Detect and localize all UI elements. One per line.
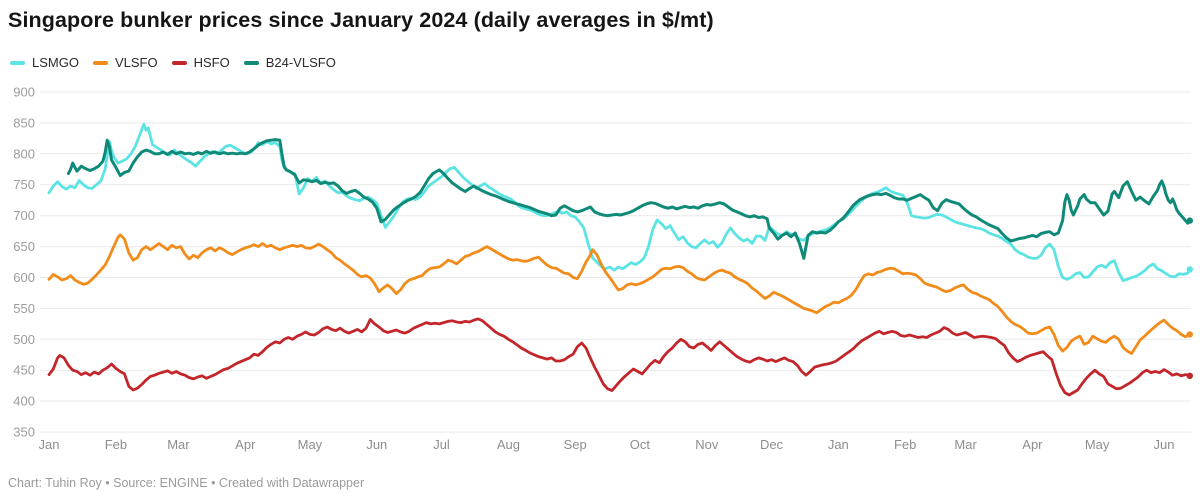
series-line-LSMGO [47, 122, 1192, 283]
x-tick-label: Mar [167, 437, 190, 452]
legend-item-lsmgo: LSMGO [10, 55, 79, 70]
x-tick-label: Feb [894, 437, 916, 452]
y-tick-label: 900 [13, 85, 35, 100]
x-tick-label: Oct [630, 437, 651, 452]
x-tick-label: Dec [760, 437, 784, 452]
y-tick-label: 750 [13, 177, 35, 192]
x-tick-label: Sep [564, 437, 587, 452]
legend-item-b24-vlsfo: B24-VLSFO [243, 55, 336, 70]
y-tick-label: 600 [13, 270, 35, 285]
series-endpoint-VLSFO [1186, 331, 1194, 338]
x-tick-label: Apr [1022, 437, 1043, 452]
legend-label-vlsfo: VLSFO [114, 55, 158, 70]
x-tick-label: Jul [433, 437, 450, 452]
vlsfo-color-swatch-icon [92, 60, 108, 65]
y-tick-label: 500 [13, 332, 35, 347]
b24-vlsfo-color-swatch-icon [243, 60, 259, 65]
y-tick-label: 650 [13, 239, 35, 254]
series-endpoint-HSFO [1186, 372, 1194, 379]
legend-item-vlsfo: VLSFO [92, 55, 158, 70]
x-tick-label: Feb [105, 437, 127, 452]
y-tick-label: 550 [13, 301, 35, 316]
attribution: Chart: Tuhin Roy • Source: ENGINE • Crea… [8, 476, 365, 490]
x-tick-label: Jun [1154, 437, 1175, 452]
legend-label-hsfo: HSFO [193, 55, 230, 70]
y-tick-label: 700 [13, 208, 35, 223]
series-endpoint-LSMGO [1186, 266, 1194, 273]
y-tick-label: 450 [13, 363, 35, 378]
series-line-VLSFO [47, 233, 1192, 355]
y-tick-label: 400 [13, 394, 35, 409]
chart-title: Singapore bunker prices since January 20… [8, 8, 714, 32]
legend: LSMGO VLSFO HSFO B24-VLSFO [10, 55, 350, 70]
legend-label-b24-vlsfo: B24-VLSFO [265, 55, 336, 70]
x-tick-label: Apr [235, 437, 256, 452]
y-tick-label: 800 [13, 146, 35, 161]
y-tick-label: 850 [13, 115, 35, 130]
x-tick-label: May [1085, 437, 1110, 452]
legend-item-hsfo: HSFO [171, 55, 230, 70]
lsmgo-color-swatch-icon [10, 60, 25, 65]
y-tick-label: 350 [13, 425, 35, 440]
series-endpoint-B24-VLSFO [1186, 217, 1194, 224]
x-tick-label: Jan [828, 437, 849, 452]
x-tick-label: Aug [497, 437, 520, 452]
hsfo-color-swatch-icon [171, 60, 187, 65]
x-tick-label: Jun [366, 437, 387, 452]
legend-label-lsmgo: LSMGO [32, 55, 79, 70]
series-line-HSFO [47, 317, 1192, 397]
x-tick-label: Nov [695, 437, 719, 452]
x-tick-label: May [298, 437, 323, 452]
x-tick-label: Jan [39, 437, 60, 452]
x-tick-label: Mar [954, 437, 977, 452]
series-line-B24-VLSFO [66, 138, 1192, 260]
